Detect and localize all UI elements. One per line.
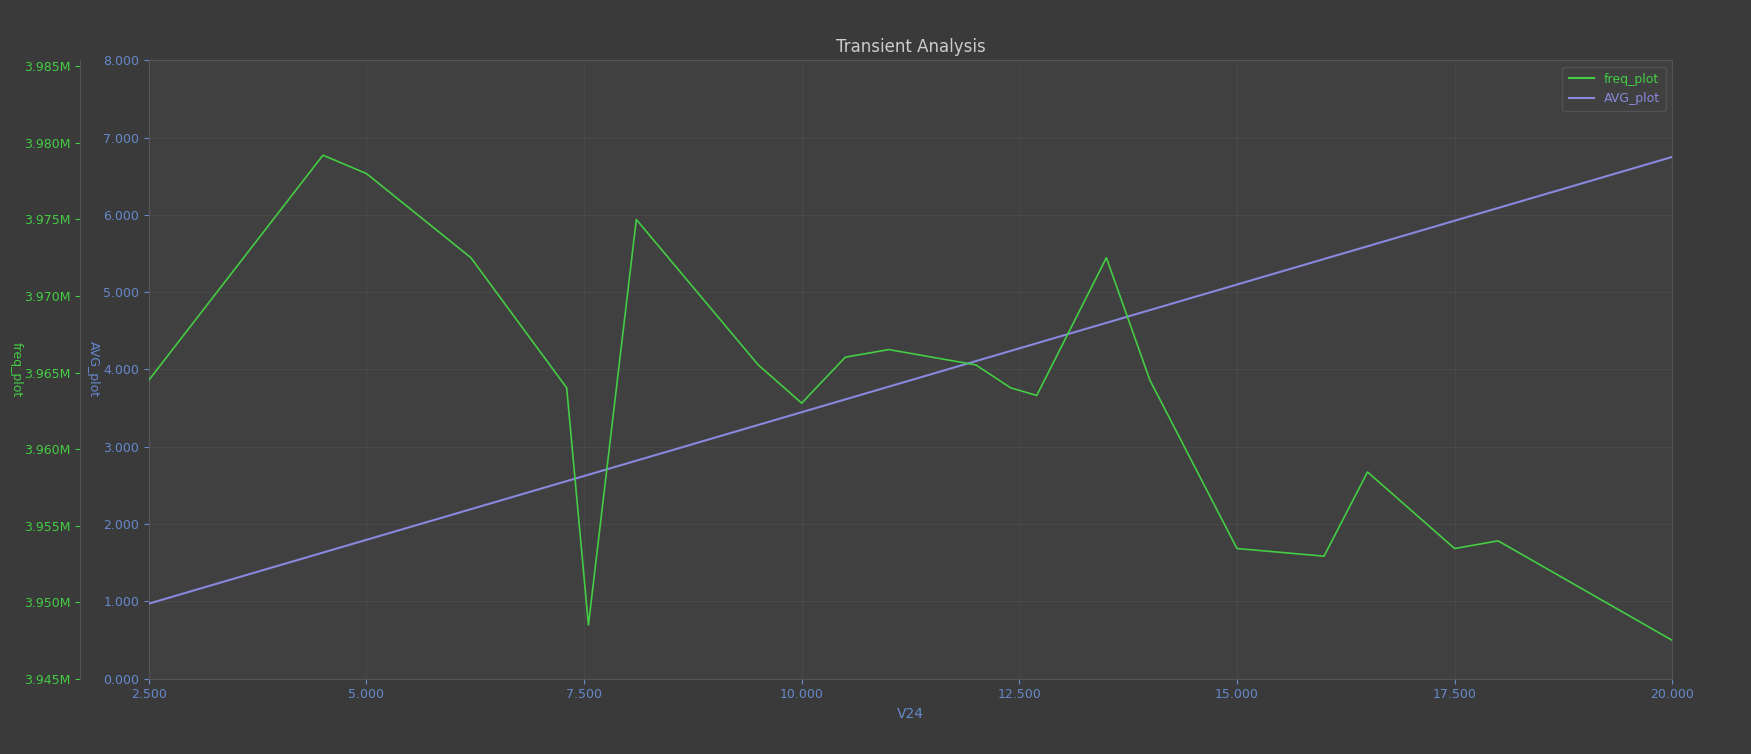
X-axis label: V24: V24 — [897, 707, 925, 721]
Legend: freq_plot, AVG_plot: freq_plot, AVG_plot — [1562, 66, 1665, 112]
Title: Transient Analysis: Transient Analysis — [835, 38, 986, 56]
Y-axis label: AVG_plot: AVG_plot — [86, 342, 100, 397]
Y-axis label: freq_plot: freq_plot — [11, 342, 23, 397]
